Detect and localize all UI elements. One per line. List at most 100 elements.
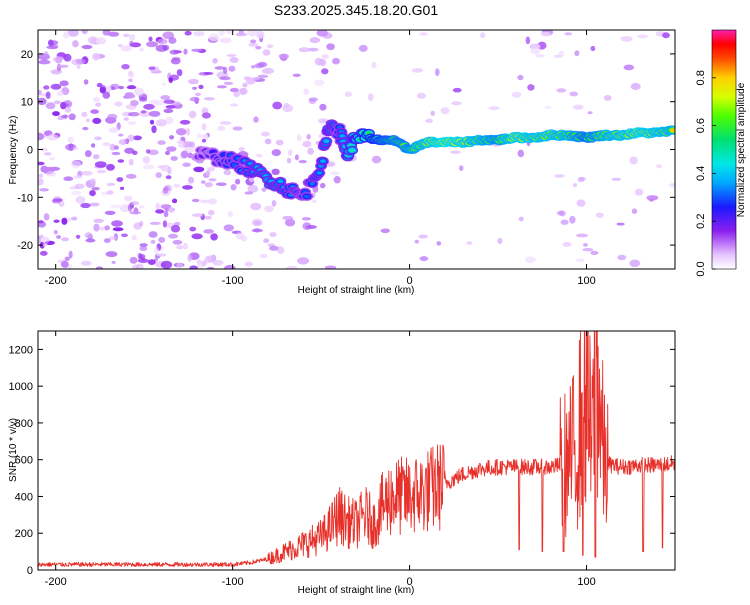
noise-speckle (111, 260, 116, 264)
noise-speckle (146, 41, 158, 48)
noise-speckle (129, 71, 135, 78)
noise-speckle (176, 262, 183, 269)
noise-speckle (40, 250, 48, 256)
noise-speckle (116, 177, 124, 182)
noise-speckle (603, 95, 612, 101)
noise-speckle (61, 114, 69, 118)
noise-speckle (107, 113, 118, 121)
noise-speckle (162, 31, 175, 40)
noise-speckle (203, 97, 215, 101)
y-tick-label: 600 (15, 455, 33, 467)
noise-speckle (259, 253, 268, 259)
noise-speckle (556, 210, 565, 216)
noise-speckle (271, 200, 277, 207)
noise-speckle (572, 183, 578, 188)
y-tick: 600 (15, 455, 675, 467)
noise-speckle (262, 67, 274, 74)
noise-speckle (176, 69, 183, 77)
noise-speckle (52, 198, 64, 202)
noise-speckle (307, 147, 314, 155)
noise-speckle (147, 149, 159, 156)
noise-speckle (178, 142, 186, 149)
noise-speckle (45, 102, 56, 110)
noise-speckle (535, 54, 545, 58)
noise-speckle (93, 223, 100, 232)
noise-speckle (191, 198, 200, 203)
colorbar-tick-label: 0.8 (695, 70, 707, 85)
noise-speckle (287, 149, 293, 157)
noise-speckle (517, 74, 524, 81)
noise-speckle (247, 184, 259, 193)
noise-speckle (459, 165, 464, 171)
noise-speckle (189, 96, 200, 102)
colorbar-label: Normalized spectral amplitude (736, 82, 747, 217)
noise-speckle (114, 101, 123, 107)
noise-speckle (629, 259, 641, 268)
noise-speckle (282, 104, 294, 113)
noise-speckle (102, 91, 111, 99)
noise-speckle (620, 36, 633, 42)
colorbar-tick-label: 0.4 (695, 166, 707, 181)
noise-speckle (201, 123, 207, 131)
noise-speckle (244, 191, 254, 195)
noise-speckle (239, 87, 248, 95)
noise-speckle (344, 91, 353, 97)
noise-speckle (616, 222, 625, 226)
noise-speckle (418, 234, 428, 239)
top-x-ticks: -200 -100 0 100 (45, 30, 596, 287)
bottom-y-axis-label: SNR (10 * v/v) (8, 418, 19, 482)
noise-speckle (123, 117, 129, 121)
noise-speckle (219, 37, 232, 44)
noise-speckle (371, 61, 377, 69)
ridge-marks (191, 119, 675, 201)
noise-speckle (238, 30, 244, 35)
noise-speckle (89, 178, 96, 185)
snr-frame (37, 330, 676, 571)
y-tick: 0 (27, 565, 675, 577)
noise-speckle (569, 91, 579, 97)
noise-speckle (141, 257, 146, 262)
noise-speckle (112, 227, 124, 232)
bottom-x-ticks: -200 -100 0 100 (45, 331, 596, 588)
noise-speckle (187, 254, 192, 262)
noise-speckle (577, 177, 585, 183)
noise-speckle (129, 211, 142, 215)
noise-speckle (569, 215, 576, 224)
noise-speckle (540, 31, 551, 37)
noise-speckle (262, 49, 271, 56)
x-tick: 100 (577, 331, 596, 588)
noise-speckle (64, 106, 72, 113)
noise-speckle (307, 47, 319, 52)
x-tick: -100 (222, 30, 244, 287)
noise-speckle (53, 229, 58, 235)
x-tick-label: 0 (407, 576, 413, 588)
noise-speckle (155, 209, 165, 214)
noise-speckle (634, 188, 644, 196)
noise-speckle (70, 160, 81, 169)
noise-speckle (93, 97, 101, 102)
noise-speckle (157, 38, 168, 45)
noise-speckle (168, 77, 173, 82)
noise-speckle (208, 209, 215, 216)
noise-speckle (163, 108, 174, 113)
noise-speckle (311, 199, 317, 204)
noise-speckle (196, 133, 203, 139)
noise-speckle (72, 40, 79, 48)
noise-speckle (332, 57, 340, 65)
noise-speckle (623, 64, 635, 71)
noise-speckle (83, 79, 89, 85)
noise-speckle (57, 64, 69, 68)
noise-speckle (80, 260, 92, 266)
noise-speckle (127, 121, 137, 125)
noise-speckle (149, 221, 161, 225)
noise-speckle (242, 82, 248, 88)
colorbar-gradient (711, 29, 737, 270)
noise-speckle (553, 54, 563, 58)
noise-speckle (324, 265, 337, 269)
y-tick-label: 400 (15, 491, 33, 503)
colorbar-ticks: 0.0 0.2 0.4 0.6 0.8 (695, 70, 716, 277)
noise-speckle (129, 256, 138, 264)
noise-speckle (57, 90, 64, 97)
noise-speckle (165, 175, 172, 180)
